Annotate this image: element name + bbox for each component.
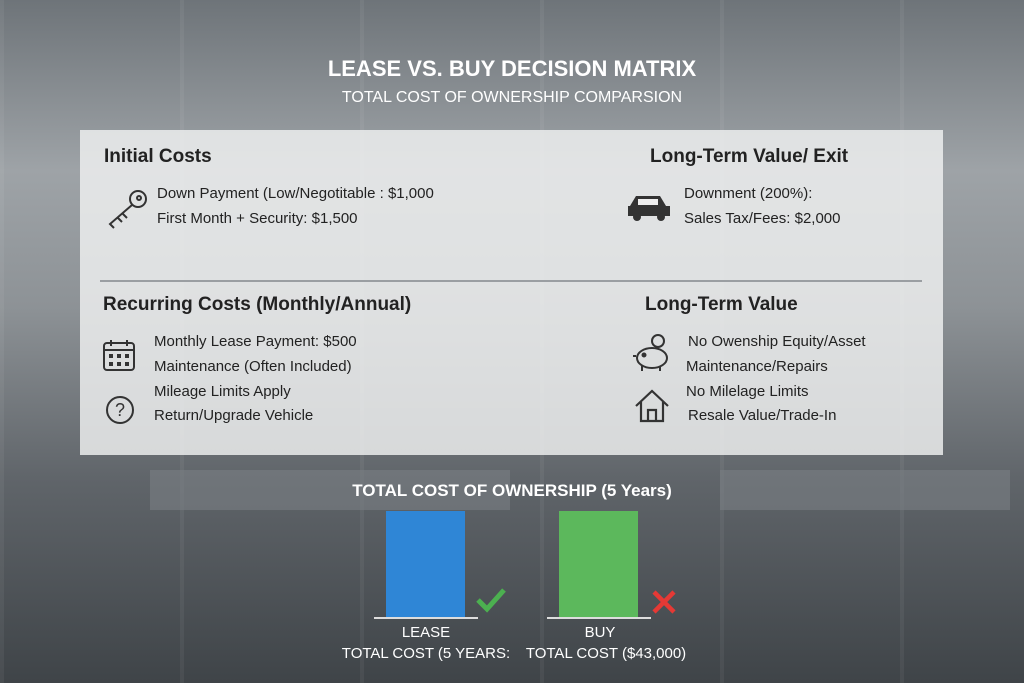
piggy-icon [633,334,668,371]
divider [100,280,922,282]
subtitle: TOTAL COST OF OWNERSHIP COMPARSION [341,89,683,106]
option-caption: TOTAL COST ($43,000) [525,645,687,662]
option-caption: TOTAL COST (5 YEARS: [341,645,511,662]
baseline [374,617,478,619]
item: Monthly Lease Payment: $500 [154,333,357,350]
check-icon [476,588,506,613]
item: Return/Upgrade Vehicle [154,407,314,424]
house-icon [635,389,669,423]
item: First Month + Security: $1,500 [157,210,358,227]
background-desk [150,470,510,510]
item: Downment (200%): [684,185,813,202]
section-title: Initial Costs [104,146,212,167]
baseline [547,617,651,619]
item: No Owenship Equity/Asset [688,333,866,350]
question-icon: ? [106,396,134,424]
option-label: BUY [584,624,616,641]
item: Mileage Limits Apply [154,383,291,400]
section-title: Recurring Costs (Monthly/Annual) [103,294,412,315]
item: Maintenance (Often Included) [154,358,352,375]
item: Sales Tax/Fees: $2,000 [684,210,841,227]
item: Down Payment (Low/Negotitable : $1,000 [157,185,434,202]
option-label: LEASE [401,624,451,641]
key-icon [108,190,147,229]
background-desk [720,470,1010,510]
section-title: Long-Term Value/ Exit [650,146,849,167]
cross-icon [652,590,676,614]
item: No Milelage Limits [686,383,809,400]
svg-text:?: ? [115,400,125,420]
lease-bar [386,511,465,617]
chart-title: TOTAL COST OF OWNERSHIP (5 Years) [352,481,672,500]
calendar-icon [103,340,135,371]
item: Maintenance/Repairs [686,358,828,375]
item: Resale Value/Trade-In [688,407,837,424]
buy-bar [559,511,638,617]
car-icon [628,196,670,221]
title: LEASE VS. BUY DECISION MATRIX [327,56,697,81]
section-title: Long-Term Value [645,294,798,315]
panel [80,130,943,455]
